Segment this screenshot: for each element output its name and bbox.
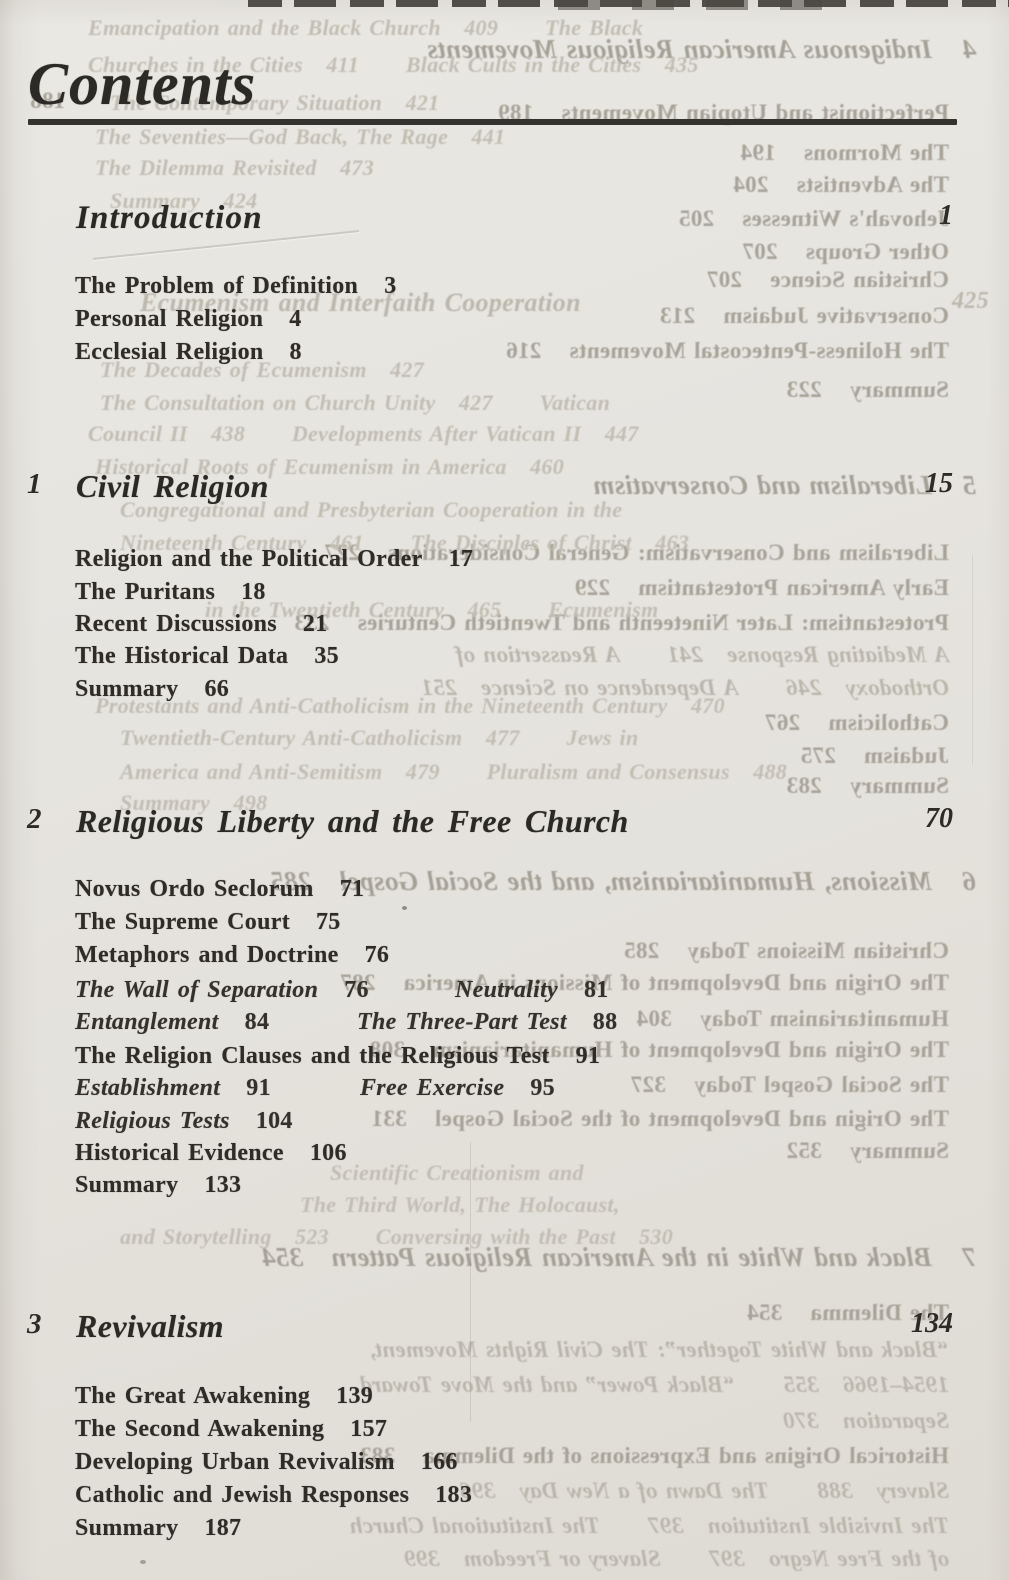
chapter-page-number: 15: [925, 468, 953, 499]
toc-entry-page: 95: [530, 1075, 555, 1101]
toc-entry-page: 104: [255, 1108, 293, 1134]
toc-entry-label: Developing Urban Revivalism: [75, 1449, 395, 1475]
toc-entry-label: Personal Religion: [75, 306, 264, 332]
toc-entry-label: Religion and the Political Order: [75, 546, 423, 572]
toc-entry-label: Summary: [75, 1515, 179, 1541]
toc-entry-page: 71: [339, 876, 365, 902]
toc-entry-page: 84: [244, 1009, 270, 1035]
toc-entry-label: Novus Ordo Seclorum: [75, 876, 314, 902]
scan-edge-artifact: [540, 0, 840, 10]
toc-entry-page: 91: [246, 1075, 271, 1101]
chapter-number: 2: [27, 803, 42, 835]
toc-entry-part: Free Exercise 95: [360, 1075, 555, 1102]
toc-entry-label: The Problem of Definition: [75, 273, 359, 299]
toc-entry-page: 88: [592, 1009, 618, 1035]
toc-entry-page: 21: [302, 611, 328, 637]
toc-entry-page: 66: [204, 676, 230, 702]
toc-entry-page: 8: [289, 339, 302, 365]
toc-entry: The Puritans 18: [75, 579, 266, 606]
toc-entry-label: The Three-Part Test: [357, 1009, 567, 1035]
toc-entry-page: 183: [435, 1482, 473, 1508]
toc-entry-part: Neutrality 81: [455, 977, 609, 1004]
toc-entry: The Religion Clauses and the Religious T…: [75, 1043, 600, 1070]
chapter-title: Religious Liberty and the Free Church: [76, 803, 629, 839]
toc-entry: The Wall of Separation 76 Neutrality 81: [75, 977, 608, 1004]
toc-entry-label: The Wall of Separation: [75, 977, 319, 1003]
toc-entry-label: The Puritans: [75, 579, 216, 605]
toc-entry: Religious Tests 104: [75, 1108, 293, 1135]
toc-entry-label: The Historical Data: [75, 643, 289, 669]
toc-entry: Religion and the Political Order 17: [75, 546, 473, 573]
toc-entry: Summary 133: [75, 1172, 241, 1199]
toc-entry-label: Religious Tests: [75, 1108, 230, 1134]
toc-entry: Personal Religion 4: [75, 306, 302, 333]
toc-entry-page: 35: [314, 643, 339, 669]
toc-entry: Recent Discussions 21: [75, 611, 328, 638]
toc-entry-label: The Great Awakening: [75, 1383, 311, 1409]
toc-entry-label: The Supreme Court: [75, 909, 290, 935]
toc-entry-page: 4: [289, 306, 302, 332]
toc-entry-label: Establishment: [75, 1075, 221, 1101]
chapter-number: 3: [27, 1308, 42, 1340]
chapter-page-number: 1: [939, 200, 953, 231]
toc-entry-page: 76: [344, 977, 369, 1003]
toc-entry: Summary 66: [75, 676, 229, 703]
page-title: Contents: [28, 51, 257, 117]
toc-entry: Ecclesial Religion 8: [75, 339, 302, 366]
toc-entry-page: 81: [584, 977, 609, 1003]
toc-entry: Entanglement 84 The Three-Part Test 88: [75, 1009, 617, 1036]
toc-entry: Developing Urban Revivalism 166: [75, 1449, 458, 1476]
paper-speck: [140, 1560, 146, 1564]
paper-crease: [470, 1142, 471, 1422]
toc-entry-page: 91: [575, 1043, 601, 1069]
toc-entry-page: 133: [204, 1172, 242, 1198]
toc-entry-page: 166: [420, 1449, 458, 1475]
toc-entry-page: 76: [364, 942, 390, 968]
paper-crease: [972, 555, 973, 765]
toc-entry-label: Summary: [75, 1172, 179, 1198]
chapter-page-number: 70: [925, 803, 953, 834]
toc-entry-label: The Second Awakening: [75, 1416, 325, 1442]
toc-entry-page: 187: [204, 1515, 242, 1541]
toc-entry-page: 3: [384, 273, 397, 299]
toc-entry-label: Recent Discussions: [75, 611, 277, 637]
toc-entry: The Second Awakening 157: [75, 1416, 387, 1443]
chapter-title: Revivalism: [76, 1308, 224, 1344]
paper-speck: [402, 906, 407, 910]
chapter-page-number: 134: [911, 1308, 953, 1339]
chapter-title: Civil Religion: [76, 468, 269, 504]
toc-entry-page: 18: [241, 579, 266, 605]
toc-entry-page: 75: [316, 909, 341, 935]
toc-entry-page: 139: [336, 1383, 374, 1409]
toc-entry-label: Ecclesial Religion: [75, 339, 264, 365]
toc-entry: The Great Awakening 139: [75, 1383, 373, 1410]
chapter-number: 1: [27, 468, 42, 500]
toc-entry-label: The Religion Clauses and the Religious T…: [75, 1043, 550, 1069]
toc-entry: Summary 187: [75, 1515, 241, 1542]
toc-entry-label: Historical Evidence: [75, 1140, 284, 1166]
toc-entry-page: 157: [350, 1416, 388, 1442]
heading-rule: [28, 119, 957, 125]
toc-entry: Novus Ordo Seclorum 71: [75, 876, 364, 903]
toc-entry: The Historical Data 35: [75, 643, 339, 670]
toc-entry: Historical Evidence 106: [75, 1140, 347, 1167]
toc-entry-label: Neutrality: [455, 977, 558, 1003]
toc-entry: Metaphors and Doctrine 76: [75, 942, 389, 969]
toc-entry-label: Summary: [75, 676, 179, 702]
toc-entry: The Supreme Court 75: [75, 909, 341, 936]
toc-entry: The Problem of Definition 3: [75, 273, 397, 300]
toc-entry-label: Catholic and Jewish Responses: [75, 1482, 410, 1508]
toc-entry: Catholic and Jewish Responses 183: [75, 1482, 472, 1509]
toc-entry-page: 106: [309, 1140, 347, 1166]
toc-entry-label: Free Exercise: [360, 1075, 505, 1101]
intro-title: Introduction: [76, 200, 263, 236]
toc-entry-label: Metaphors and Doctrine: [75, 942, 339, 968]
toc-entry-page: 17: [448, 546, 474, 572]
toc-entry-part: The Three-Part Test 88: [357, 1009, 617, 1036]
toc-entry-label: Entanglement: [75, 1009, 219, 1035]
toc-entry: Establishment 91 Free Exercise 95: [75, 1075, 555, 1102]
